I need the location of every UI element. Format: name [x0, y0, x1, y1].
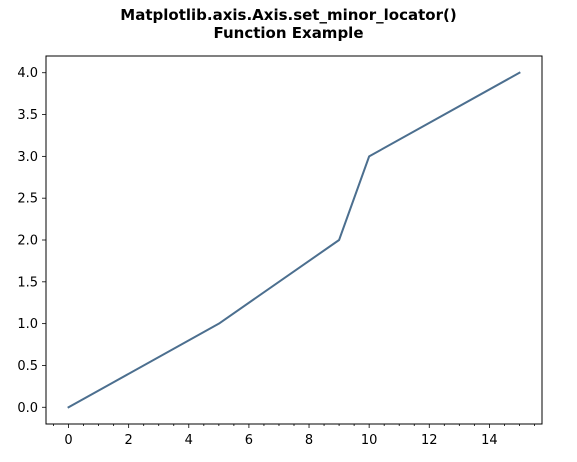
y-tick-label: 3.0 — [17, 150, 38, 165]
y-tick-label: 4.0 — [17, 66, 38, 81]
y-tick-label: 3.5 — [17, 108, 38, 123]
y-tick-label: 2.5 — [17, 192, 38, 207]
y-tick-label: 1.5 — [17, 275, 38, 290]
ticks-layer: 0 2 4 6 8 10 12 14 0.0 0.5 1.0 1.5 2.0 2.5 3.0 3.5 4.0 — [17, 66, 535, 448]
y-tick-label: 0.0 — [17, 401, 38, 416]
series-layer — [67, 71, 521, 409]
y-tick-label: 1.0 — [17, 317, 38, 332]
series-line — [67, 71, 521, 409]
x-tick-label: 10 — [361, 433, 378, 448]
x-tick-label: 0 — [64, 433, 72, 448]
x-tick-label: 14 — [481, 433, 498, 448]
y-tick-label: 0.5 — [17, 359, 38, 374]
x-tick-label: 4 — [185, 433, 193, 448]
x-tick-label: 6 — [245, 433, 253, 448]
chart-title-line-1: Matplotlib.axis.Axis.set_minor_locator() — [120, 6, 457, 24]
x-tick-label: 8 — [305, 433, 313, 448]
chart-title-line-2: Function Example — [213, 24, 364, 42]
y-tick-label: 2.0 — [17, 234, 38, 249]
x-tick-label: 12 — [421, 433, 438, 448]
x-tick-label: 2 — [125, 433, 133, 448]
axes-frame — [45, 55, 543, 425]
